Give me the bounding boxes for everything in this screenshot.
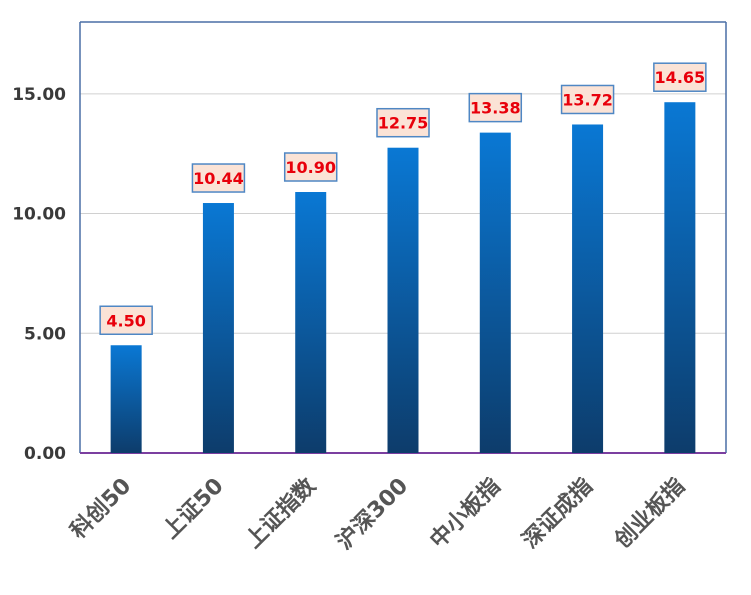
data-label-box (653, 62, 707, 92)
x-tick-labels: 科创50 上证50 上证指数 沪深300 中小板指 深证成指 创业板指 (66, 472, 690, 555)
data-label: 4.50 (106, 311, 145, 330)
data-label: 12.75 (378, 114, 429, 133)
bar (202, 203, 234, 453)
data-label: 13.72 (562, 90, 613, 109)
x-tick-label: 中小板指 (426, 474, 506, 554)
y-tick-label: 0.00 (24, 444, 66, 464)
data-label-box (560, 84, 615, 115)
x-tick-label: 沪深300 (331, 473, 413, 555)
y-tick-label: 10.00 (12, 205, 66, 225)
data-label: 14.65 (655, 68, 706, 87)
x-tick-label: 上证指数 (240, 472, 321, 553)
data-label: 10.90 (285, 158, 336, 177)
bar (664, 102, 696, 453)
bar (110, 345, 142, 453)
y-tick-label: 15.00 (12, 85, 66, 105)
data-label-box (99, 305, 153, 335)
bar (572, 124, 604, 453)
data-label-box (376, 107, 430, 138)
data-labels: 4.50 10.44 10.90 12.75 13.38 13.72 14.65 (99, 62, 707, 335)
data-label-box (283, 152, 338, 182)
y-tick-labels: 0.00 5.00 10.00 15.00 (12, 85, 66, 464)
x-tick-label: 科创50 (66, 474, 136, 544)
x-tick-label: 上证50 (158, 474, 228, 544)
x-tick-label: 创业板指 (609, 474, 690, 555)
data-label: 10.44 (193, 169, 244, 188)
y-tick-label: 5.00 (24, 324, 66, 344)
bar (479, 132, 511, 453)
bar (295, 192, 327, 453)
x-tick-label: 深证成指 (518, 474, 598, 554)
data-label: 13.38 (470, 99, 521, 118)
data-label-box (191, 163, 246, 193)
bar (387, 147, 419, 454)
data-label-box (468, 92, 523, 123)
bars (110, 102, 696, 454)
